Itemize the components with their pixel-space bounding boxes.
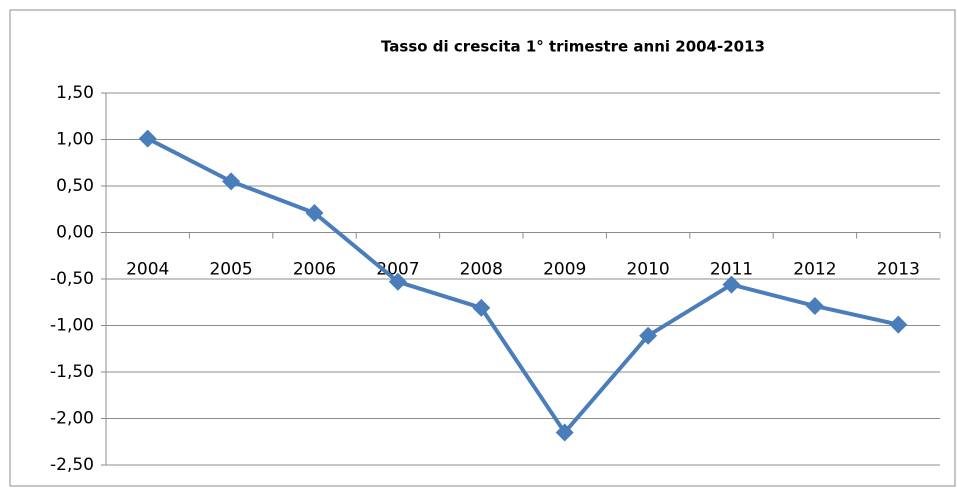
- y-tick-label: 0,00: [56, 223, 94, 243]
- y-tick-label: -2,00: [50, 409, 94, 429]
- data-line: [146, 136, 899, 435]
- data-marker: [639, 326, 658, 345]
- data-marker: [555, 423, 574, 442]
- chart-frame: [9, 9, 956, 487]
- y-tick-label: -1,50: [50, 362, 94, 382]
- x-tick-label: 2004: [126, 260, 169, 280]
- data-marker: [889, 315, 908, 334]
- data-marker: [305, 203, 324, 222]
- x-tick-label: 2009: [543, 260, 586, 280]
- data-marker: [222, 172, 241, 191]
- x-tick-label: 2013: [877, 260, 920, 280]
- x-tick-label: 2010: [626, 260, 669, 280]
- data-marker: [138, 129, 157, 148]
- x-tick-label: 2011: [710, 260, 753, 280]
- chart-title: Tasso di crescita 1° trimestre anni 2004…: [381, 38, 765, 56]
- x-tick-label: 2006: [293, 260, 336, 280]
- y-tick-label: -0,50: [50, 269, 94, 289]
- y-tick-label: 1,00: [56, 130, 94, 150]
- y-tick-label: -2,50: [50, 455, 94, 475]
- data-marker: [472, 298, 491, 317]
- x-tick-label: 2008: [460, 260, 503, 280]
- data-marker: [805, 296, 824, 315]
- y-tick-label: -1,00: [50, 316, 94, 336]
- y-tick-label: 1,50: [56, 83, 94, 103]
- y-tick-label: 0,50: [56, 176, 94, 196]
- data-marker: [388, 272, 407, 291]
- x-tick-label: 2012: [793, 260, 836, 280]
- data-marker: [722, 275, 741, 294]
- x-tick-label: 2005: [209, 260, 252, 280]
